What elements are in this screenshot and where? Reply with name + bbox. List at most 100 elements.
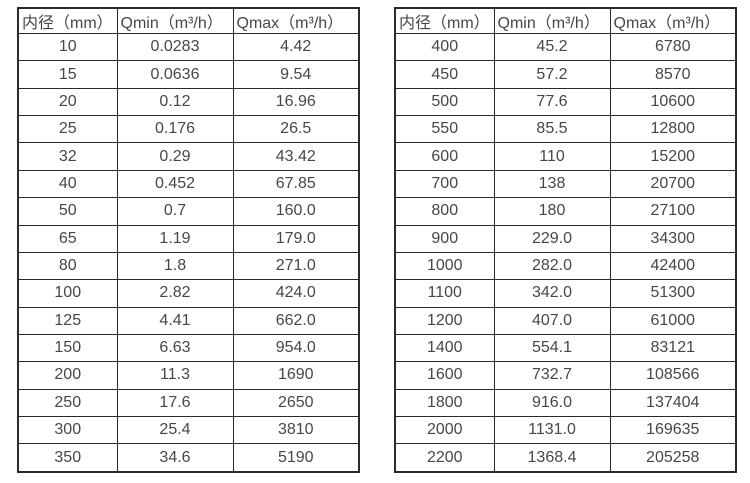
- table-cell: 3810: [232, 416, 360, 445]
- table-row: 125 4.41 662.0: [17, 306, 360, 335]
- table-row: 700 138 20700: [394, 169, 737, 199]
- table-cell: 138: [493, 169, 611, 199]
- table-cell: 57.2: [493, 60, 611, 89]
- table-cell: 600: [394, 142, 495, 171]
- table-cell: 1368.4: [493, 443, 611, 473]
- table-cell: 2200: [394, 443, 495, 473]
- table-cell: 80: [17, 251, 118, 281]
- table-row: 250 17.6 2650: [17, 388, 360, 418]
- table-cell: 27100: [609, 197, 737, 226]
- table-cell: 2.82: [116, 279, 234, 308]
- table-row: 600 110 15200: [394, 142, 737, 171]
- table-cell: 1.8: [116, 251, 234, 281]
- table-cell: 85.5: [493, 115, 611, 144]
- table-cell: 450: [394, 60, 495, 89]
- table-cell: 205258: [609, 443, 737, 473]
- table-row: 1100 342.0 51300: [394, 279, 737, 308]
- table-cell: 16.96: [232, 87, 360, 117]
- table-row: 1600 732.7 108566: [394, 361, 737, 390]
- table-cell: 8570: [609, 60, 737, 89]
- table-cell: 1131.0: [493, 416, 611, 445]
- table-row: 550 85.5 12800: [394, 115, 737, 144]
- table-row: 15 0.0636 9.54: [17, 60, 360, 89]
- table-row: 10 0.0283 4.42: [17, 32, 360, 62]
- table-cell: 100: [17, 279, 118, 308]
- table-cell: 4.41: [116, 306, 234, 335]
- table-cell: 800: [394, 197, 495, 226]
- table-cell: 1000: [394, 251, 495, 281]
- table-row: 80 1.8 271.0: [17, 251, 360, 281]
- table-cell: 45.2: [493, 32, 611, 62]
- table-cell: 9.54: [232, 60, 360, 89]
- table-cell: 2000: [394, 416, 495, 445]
- table-cell: 550: [394, 115, 495, 144]
- table-cell: 250: [17, 388, 118, 418]
- flow-table-small-diameters: 内径（mm） Qmin（m³/h） Qmax（m³/h） 10 0.0283 4.42 1…: [17, 7, 360, 473]
- table-cell: 407.0: [493, 306, 611, 335]
- table-header: 内径（mm） Qmin（m³/h） Qmax（m³/h）: [17, 7, 360, 34]
- table-cell: 169635: [609, 416, 737, 445]
- table-header: 内径（mm） Qmin（m³/h） Qmax（m³/h）: [394, 7, 737, 34]
- table-body: 400 45.2 6780 450 57.2 8570 500 77.6 10600 550 85.…: [394, 32, 737, 473]
- table-cell: 0.176: [116, 115, 234, 144]
- table-cell: 1.19: [116, 224, 234, 253]
- table-cell: 25: [17, 115, 118, 144]
- table-cell: 26.5: [232, 115, 360, 144]
- table-row: 32 0.29 43.42: [17, 142, 360, 171]
- table-cell: 67.85: [232, 169, 360, 199]
- table-cell: 700: [394, 169, 495, 199]
- table-row: 500 77.6 10600: [394, 87, 737, 117]
- column-header: 内径（mm）: [394, 7, 495, 34]
- table-row: 350 34.6 5190: [17, 443, 360, 473]
- table-cell: 424.0: [232, 279, 360, 308]
- table-row: 25 0.176 26.5: [17, 115, 360, 144]
- table-cell: 110: [493, 142, 611, 171]
- column-header: Qmax（m³/h）: [232, 7, 360, 34]
- table-row: 1000 282.0 42400: [394, 251, 737, 281]
- table-cell: 108566: [609, 361, 737, 390]
- table-cell: 282.0: [493, 251, 611, 281]
- table-cell: 6780: [609, 32, 737, 62]
- table-cell: 1800: [394, 388, 495, 418]
- table-cell: 1600: [394, 361, 495, 390]
- table-cell: 17.6: [116, 388, 234, 418]
- table-row: 100 2.82 424.0: [17, 279, 360, 308]
- table-cell: 180: [493, 197, 611, 226]
- table-cell: 500: [394, 87, 495, 117]
- table-cell: 0.452: [116, 169, 234, 199]
- table-cell: 34.6: [116, 443, 234, 473]
- table-cell: 10600: [609, 87, 737, 117]
- table-cell: 51300: [609, 279, 737, 308]
- table-cell: 20700: [609, 169, 737, 199]
- table-cell: 34300: [609, 224, 737, 253]
- header-row: 内径（mm） Qmin（m³/h） Qmax（m³/h）: [17, 7, 360, 34]
- table-cell: 40: [17, 169, 118, 199]
- table-cell: 0.0636: [116, 60, 234, 89]
- table-cell: 137404: [609, 388, 737, 418]
- table-row: 200 11.3 1690: [17, 361, 360, 390]
- table-cell: 662.0: [232, 306, 360, 335]
- column-header: Qmin（m³/h）: [493, 7, 611, 34]
- table-cell: 4.42: [232, 32, 360, 62]
- table-cell: 271.0: [232, 251, 360, 281]
- table-cell: 732.7: [493, 361, 611, 390]
- table-cell: 350: [17, 443, 118, 473]
- column-header: 内径（mm）: [17, 7, 118, 34]
- column-header: Qmax（m³/h）: [609, 7, 737, 34]
- table-cell: 150: [17, 333, 118, 363]
- table-cell: 0.0283: [116, 32, 234, 62]
- table-cell: 200: [17, 361, 118, 390]
- table-row: 150 6.63 954.0: [17, 333, 360, 363]
- table-cell: 1100: [394, 279, 495, 308]
- table-row: 1400 554.1 83121: [394, 333, 737, 363]
- table-cell: 1690: [232, 361, 360, 390]
- table-cell: 900: [394, 224, 495, 253]
- flow-table-large-diameters: 内径（mm） Qmin（m³/h） Qmax（m³/h） 400 45.2 6780 45…: [394, 7, 737, 473]
- table-row: 40 0.452 67.85: [17, 169, 360, 199]
- table-cell: 43.42: [232, 142, 360, 171]
- table-row: 1200 407.0 61000: [394, 306, 737, 335]
- table-cell: 179.0: [232, 224, 360, 253]
- table-cell: 65: [17, 224, 118, 253]
- table-cell: 0.12: [116, 87, 234, 117]
- header-row: 内径（mm） Qmin（m³/h） Qmax（m³/h）: [394, 7, 737, 34]
